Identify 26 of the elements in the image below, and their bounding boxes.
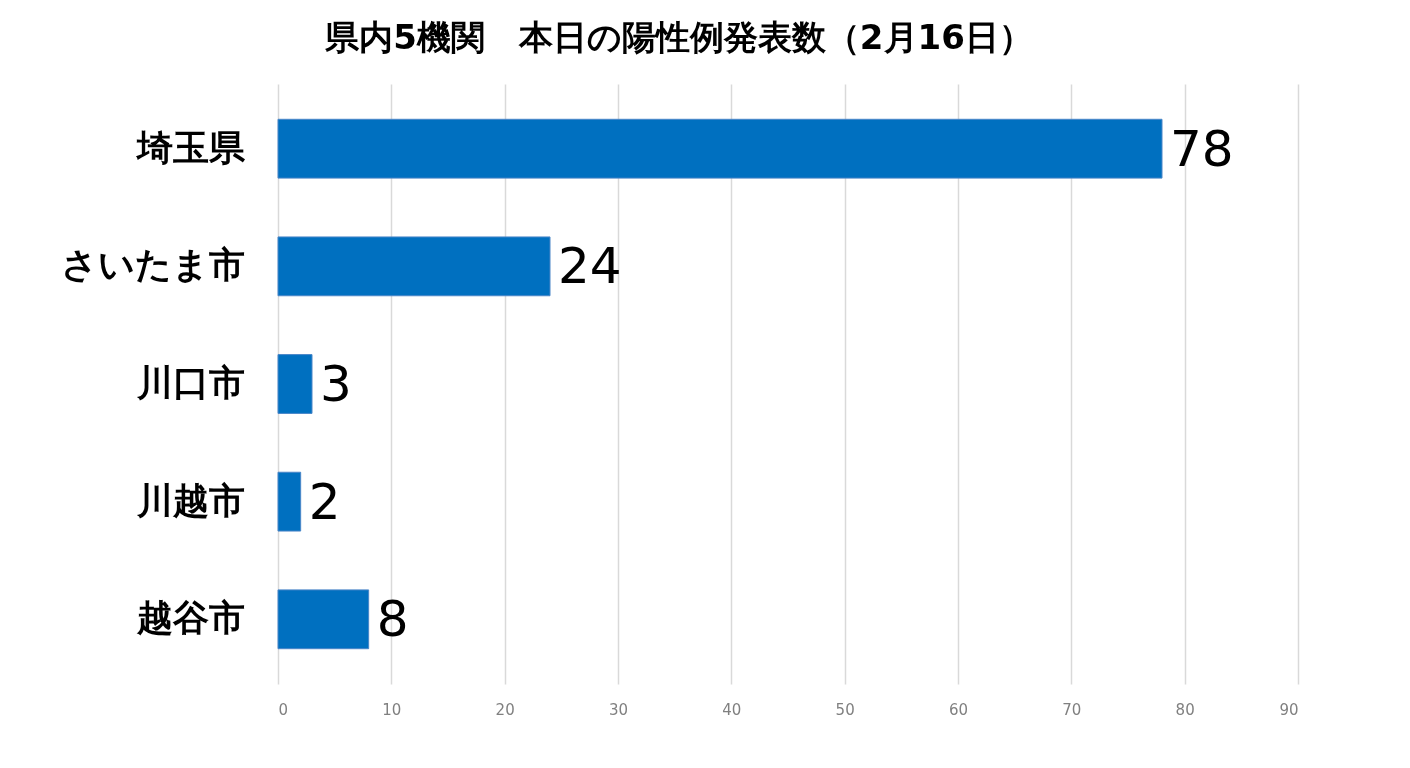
bar	[277, 118, 1163, 179]
x-tick-label: 70	[1062, 700, 1082, 719]
data-label: 8	[376, 590, 409, 649]
x-tick-label: 10	[382, 700, 402, 719]
x-tick-label: 60	[948, 700, 969, 719]
y-tick-label: 埼玉県	[134, 126, 246, 168]
y-tick-label: 川越市	[135, 479, 245, 521]
y-tick-label: 越谷市	[135, 597, 245, 639]
bar	[277, 354, 313, 414]
x-tick-label: 80	[1175, 700, 1195, 719]
data-label: 24	[558, 237, 622, 296]
bar	[277, 471, 302, 532]
x-tick-label: 90	[1279, 700, 1299, 719]
x-tick-label: 30	[608, 700, 629, 719]
chart-title: 県内5機関 本日の陽性例発表数（2月16日）	[324, 17, 1033, 57]
x-tick-label: 20	[495, 700, 515, 719]
data-label: 78	[1170, 119, 1234, 178]
x-tick-label: 50	[835, 700, 855, 719]
data-label: 2	[308, 472, 341, 531]
x-tick-label: 0	[278, 700, 289, 719]
bar	[277, 589, 370, 650]
data-label: 3	[320, 355, 352, 413]
y-tick-label: さいたま市	[60, 244, 245, 286]
x-tick-label: 40	[722, 700, 742, 719]
y-tick-label: 川口市	[135, 362, 245, 403]
bar	[277, 236, 551, 297]
